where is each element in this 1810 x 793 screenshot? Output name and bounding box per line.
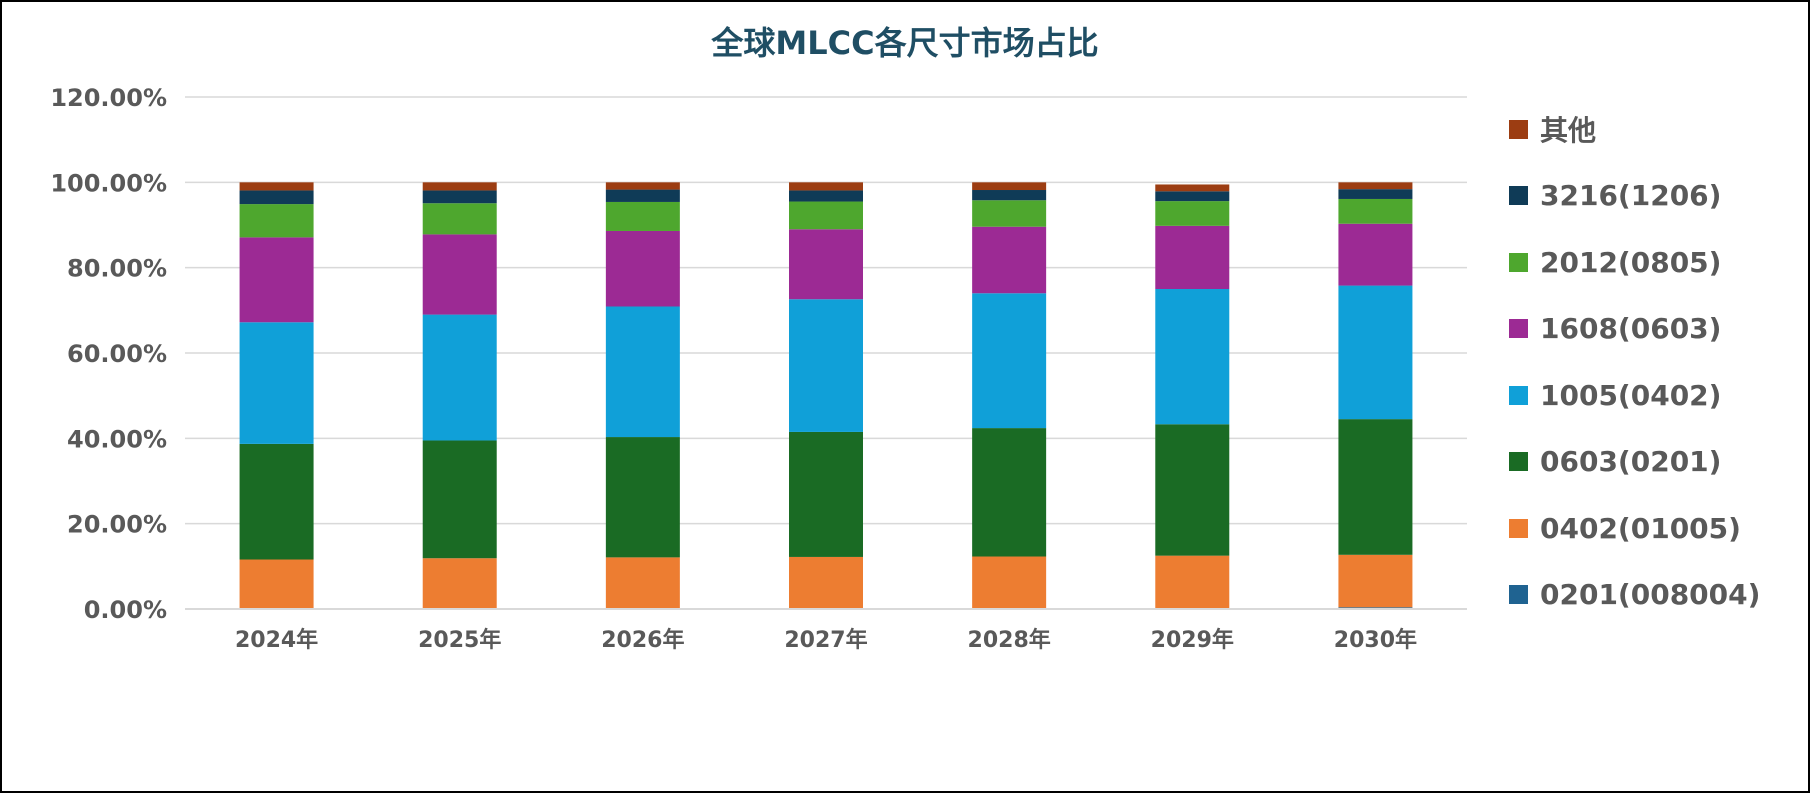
bar-segment xyxy=(422,440,497,559)
legend-label: 0201(008004) xyxy=(1540,578,1761,611)
bar-segment xyxy=(1155,225,1230,289)
bar-segment xyxy=(789,182,863,191)
legend-swatch xyxy=(1509,518,1528,538)
legend-swatch xyxy=(1509,252,1528,272)
bar-segment xyxy=(239,204,314,238)
chart-title: 全球MLCC各尺寸市场占比 xyxy=(711,24,1099,62)
legend-label: 0402(01005) xyxy=(1540,511,1741,545)
bar-segment xyxy=(1155,191,1230,202)
bar-segment xyxy=(789,190,863,202)
bar-segment xyxy=(605,437,680,558)
legend-label: 2012(0805) xyxy=(1540,245,1722,279)
bar-segment xyxy=(1155,424,1230,556)
bar-segment xyxy=(972,556,1047,609)
x-tick-label: 2025年 xyxy=(418,627,501,653)
x-tick-label: 2026年 xyxy=(601,627,684,653)
legend-item: 0402(01005) xyxy=(1509,511,1741,545)
x-axis-category-labels: 2024年 2025年 2026年 2027年 2028年 2029年 2030年 xyxy=(235,627,1417,653)
bar-segment xyxy=(239,182,314,191)
y-tick-label: 60.00% xyxy=(67,340,167,368)
x-tick-label: 2027年 xyxy=(784,627,867,653)
bar-segment xyxy=(1155,184,1230,192)
y-tick-label: 0.00% xyxy=(84,596,167,624)
legend-swatch xyxy=(1509,585,1528,604)
bar-segment xyxy=(605,557,680,609)
legend-item: 0603(0201) xyxy=(1509,445,1721,479)
bar-segment xyxy=(422,190,497,204)
x-tick-label: 2029年 xyxy=(1151,627,1234,653)
bar-segment xyxy=(422,182,497,191)
x-tick-label: 2030年 xyxy=(1334,627,1417,653)
bar-segment xyxy=(422,234,497,315)
bar-segment xyxy=(1338,182,1413,190)
legend-label: 0603(0201) xyxy=(1540,445,1722,478)
bar-segment xyxy=(1338,554,1413,608)
bar-segment xyxy=(1338,198,1413,224)
bar-segment xyxy=(789,229,863,300)
bar-segment xyxy=(789,431,863,557)
y-tick-label: 40.00% xyxy=(67,425,167,453)
legend-item: 2012(0805) xyxy=(1509,245,1721,279)
bar-segment xyxy=(1338,419,1413,555)
bar-segment xyxy=(1338,285,1413,420)
legend-swatch xyxy=(1509,186,1528,205)
bar-segment xyxy=(789,556,863,609)
bar-segment xyxy=(239,322,314,444)
bar-segment xyxy=(239,237,314,323)
bar-segment xyxy=(239,443,314,560)
bar-segment xyxy=(972,226,1047,294)
bar-segment xyxy=(972,182,1047,191)
bar-segment xyxy=(1338,189,1413,199)
bar-segment xyxy=(605,182,680,190)
bar-segment xyxy=(972,200,1047,227)
bar-segment xyxy=(972,190,1047,201)
bar-segment xyxy=(972,428,1047,557)
legend-item: 0201(008004) xyxy=(1509,578,1760,612)
bar-segment xyxy=(422,558,497,609)
legend-label: 1608(0603) xyxy=(1540,312,1722,345)
bar-segment xyxy=(789,201,863,230)
legend-swatch xyxy=(1509,319,1528,338)
y-tick-label: 20.00% xyxy=(67,511,167,539)
bar-segment xyxy=(605,189,680,202)
legend-item: 3216(1206) xyxy=(1509,179,1721,213)
bar-segment xyxy=(239,190,314,205)
legend-item: 1608(0603) xyxy=(1509,312,1721,346)
legend-label: 其他 xyxy=(1540,114,1597,147)
bar-segment xyxy=(605,306,680,438)
bars xyxy=(239,182,1413,609)
bar-segment xyxy=(789,299,863,432)
bar-segment xyxy=(605,201,680,231)
bar-segment xyxy=(239,559,314,609)
bar-segment xyxy=(605,230,680,307)
legend-swatch xyxy=(1509,452,1528,471)
y-tick-label: 100.00% xyxy=(50,169,167,197)
legend-swatch xyxy=(1509,119,1528,139)
bar-segment xyxy=(1155,201,1230,226)
y-tick-label: 80.00% xyxy=(67,255,167,283)
y-axis-tick-labels: 0.00% 20.00% 40.00% 60.00% 80.00% 100.00% 120.… xyxy=(50,84,167,624)
legend-item: 其他 xyxy=(1509,112,1597,147)
bar-segment xyxy=(422,203,497,235)
legend-label: 1005(0402) xyxy=(1540,378,1722,412)
bar-segment xyxy=(1155,289,1230,425)
bar-segment xyxy=(422,314,497,441)
x-tick-label: 2028年 xyxy=(968,627,1051,653)
legend-label: 3216(1206) xyxy=(1540,179,1722,212)
bar-segment xyxy=(1338,223,1413,286)
y-tick-label: 120.00% xyxy=(50,84,167,112)
legend-swatch xyxy=(1509,385,1528,405)
bar-segment xyxy=(1155,555,1230,609)
legend-item: 1005(0402) xyxy=(1509,378,1721,412)
bar-segment xyxy=(972,293,1047,429)
x-tick-label: 2024年 xyxy=(235,627,318,653)
